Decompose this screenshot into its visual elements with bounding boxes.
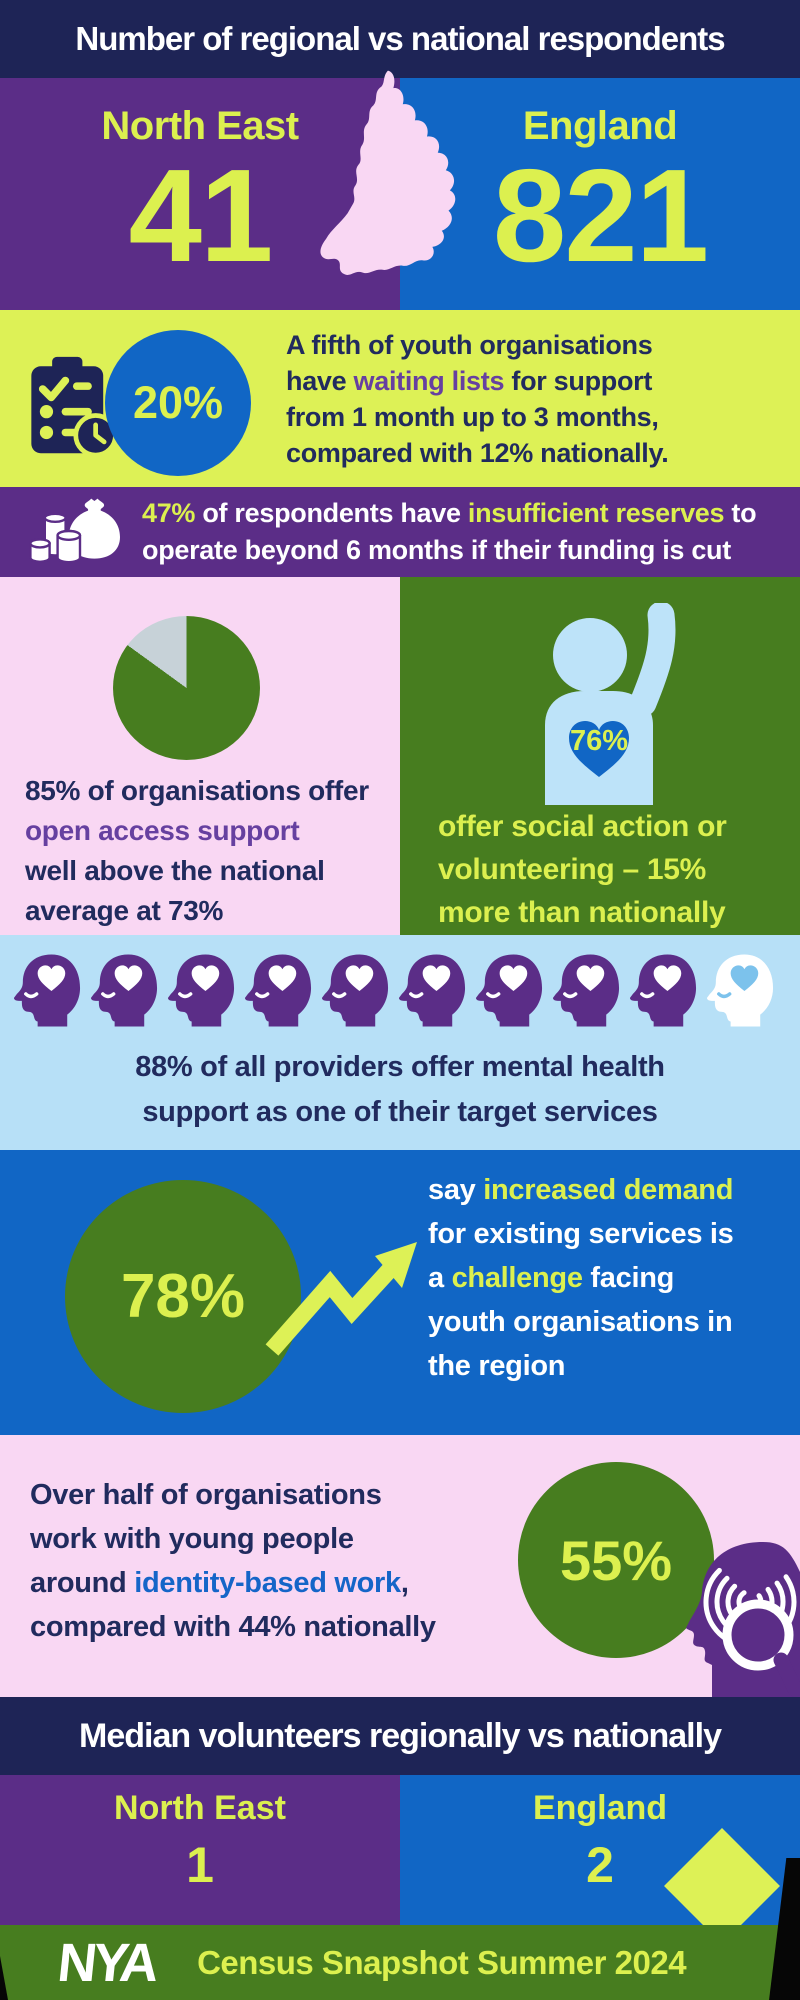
fingerprint-head-icon <box>686 1542 800 1697</box>
mental-health-head-icon <box>321 954 389 1027</box>
reserves-text: 47% of respondents have insufficient res… <box>142 498 757 565</box>
region-label: England <box>522 104 678 148</box>
mental-health-head-icon <box>244 954 312 1027</box>
money-bag-icon <box>29 498 120 564</box>
open-access-text: 85% of organisations offer open access s… <box>25 775 369 926</box>
mental-health-head-icon <box>706 954 774 1027</box>
increased-demand-section: 78% say increased demand for existing se… <box>0 1150 800 1435</box>
england-map-icon <box>320 70 456 275</box>
reserves-highlight: insufficient reserves <box>467 498 725 528</box>
header-respondents: Number of regional vs national responden… <box>0 0 800 78</box>
page-title: Number of regional vs national responden… <box>75 20 725 57</box>
mental-health-section: 88% of all providers offer mental health… <box>0 935 800 1150</box>
mental-health-head-icon <box>90 954 158 1027</box>
increased-demand-text: say increased demand for existing servic… <box>428 1174 734 1382</box>
open-access-panel: 85% of organisations offer open access s… <box>0 577 400 935</box>
mental-health-head-icon <box>552 954 620 1027</box>
waiting-lists-stat-circle: 20% <box>105 330 251 476</box>
volunteers-north-east-panel: North East 1 <box>0 1775 400 1925</box>
region-value: 41 <box>128 142 274 289</box>
increased-demand-stat-circle: 78% <box>65 1180 301 1413</box>
volunteers-title: Median volunteers regionally vs national… <box>79 1716 722 1755</box>
social-action-stat: 76% <box>569 725 629 757</box>
waiting-lists-stat: 20% <box>132 377 224 428</box>
nya-logo: NYA <box>54 1932 159 1993</box>
waiting-lists-text: A fifth of youth organisations have wait… <box>286 330 669 468</box>
identity-work-highlight: identity-based work <box>134 1567 401 1599</box>
challenge-highlight: challenge <box>451 1262 583 1294</box>
mental-health-head-icon <box>629 954 697 1027</box>
split-section: 85% of organisations offer open access s… <box>0 577 800 935</box>
region-label: North East <box>114 1789 286 1827</box>
identity-work-stat: 55% <box>559 1528 673 1592</box>
open-access-pie-chart <box>113 616 260 760</box>
social-action-text: offer social action or volunteering – 15… <box>438 810 727 929</box>
respondents-england-panel: England 821 <box>400 78 800 310</box>
mental-health-head-icon <box>475 954 543 1027</box>
reserves-stat: 47% <box>142 498 196 528</box>
identity-work-stat-circle: 55% <box>518 1462 714 1658</box>
region-label: North East <box>101 104 299 148</box>
mental-health-head-icon <box>167 954 235 1027</box>
mental-health-head-icon <box>13 954 81 1027</box>
increased-demand-stat: 78% <box>120 1262 246 1331</box>
waiting-lists-highlight: waiting lists <box>353 366 505 396</box>
identity-work-text: Over half of organisations work with you… <box>30 1479 436 1643</box>
identity-work-section: Over half of organisations work with you… <box>0 1435 800 1697</box>
footer-caption: Census Snapshot Summer 2024 <box>197 1943 687 1981</box>
footer: NYA Census Snapshot Summer 2024 <box>0 1925 800 2000</box>
header-volunteers: Median volunteers regionally vs national… <box>0 1697 800 1775</box>
waiting-lists-section: 20% A fifth of youth organisations have … <box>0 310 800 487</box>
increased-demand-highlight: increased demand <box>483 1174 734 1206</box>
corner-cut-left <box>0 1956 8 2000</box>
trend-arrow-icon <box>265 1242 417 1356</box>
reserves-section: 47% of respondents have insufficient res… <box>0 487 800 577</box>
respondents-section: North East 41 England 821 <box>0 70 800 310</box>
open-access-highlight: open access support <box>25 815 300 846</box>
region-value: 1 <box>186 1837 214 1893</box>
region-value: 821 <box>492 142 709 289</box>
volunteer-person-icon: 76% <box>525 601 695 805</box>
mental-health-pictogram <box>12 951 776 1027</box>
region-label: England <box>532 1789 668 1827</box>
mental-health-head-icon <box>398 954 466 1027</box>
region-value: 2 <box>586 1837 614 1893</box>
respondents-north-east-panel: North East 41 <box>0 78 400 310</box>
mental-health-text: 88% of all providers offer mental health… <box>135 1051 665 1128</box>
social-action-panel: 76% offer social action or volunteering … <box>400 577 800 935</box>
